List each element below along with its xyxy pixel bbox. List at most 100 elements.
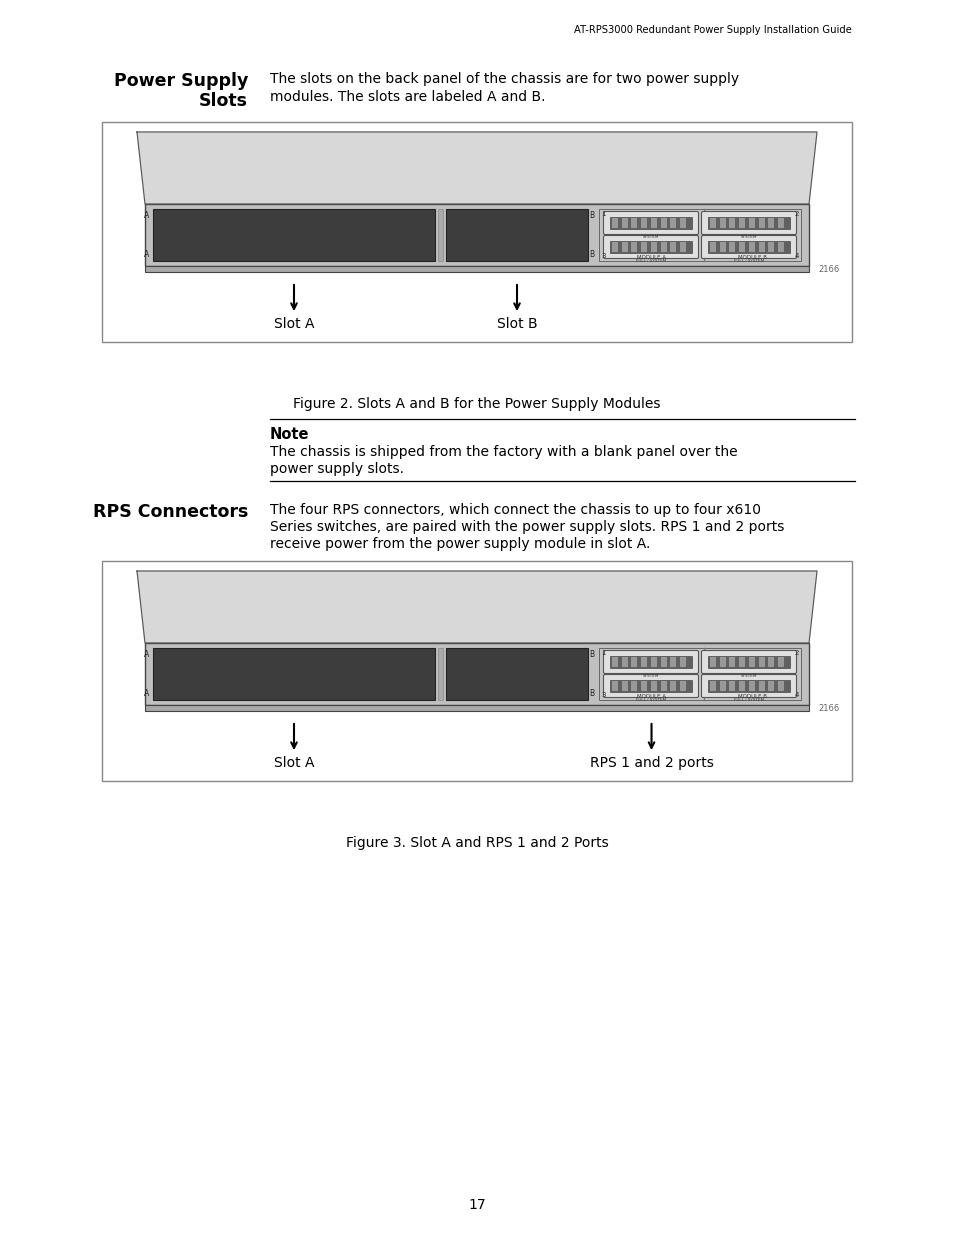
Text: 3: 3 — [600, 253, 605, 259]
Bar — [609, 241, 691, 253]
Text: FULL / SYSTEM: FULL / SYSTEM — [636, 259, 665, 263]
Bar — [145, 204, 808, 266]
Text: receive power from the power supply module in slot A.: receive power from the power supply modu… — [270, 537, 650, 551]
Text: 4: 4 — [794, 692, 799, 698]
Bar — [758, 242, 763, 252]
Bar — [446, 648, 587, 700]
Text: 1: 1 — [600, 211, 605, 217]
Text: B: B — [588, 689, 594, 698]
Bar — [709, 219, 715, 228]
Bar — [709, 242, 715, 252]
Bar — [152, 209, 435, 261]
Text: Note: Note — [270, 427, 309, 442]
Bar — [621, 680, 627, 692]
Text: Series switches, are paired with the power supply slots. RPS 1 and 2 ports: Series switches, are paired with the pow… — [270, 520, 783, 534]
Bar — [640, 680, 646, 692]
Text: SYSTEM: SYSTEM — [740, 235, 757, 240]
Bar — [679, 680, 685, 692]
Bar — [719, 680, 725, 692]
Bar — [758, 657, 763, 667]
Text: MODULE A: MODULE A — [637, 694, 665, 699]
Bar — [679, 657, 685, 667]
Text: A: A — [144, 689, 149, 698]
Text: 1: 1 — [600, 650, 605, 656]
Bar — [650, 657, 657, 667]
Bar — [640, 242, 646, 252]
Text: The four RPS connectors, which connect the chassis to up to four x610: The four RPS connectors, which connect t… — [270, 503, 760, 517]
Text: 4: 4 — [794, 253, 799, 259]
Bar — [612, 680, 618, 692]
Text: 2166: 2166 — [818, 704, 840, 713]
Bar — [739, 219, 744, 228]
Bar — [748, 680, 754, 692]
Bar — [612, 657, 618, 667]
Text: A: A — [144, 249, 149, 259]
Bar — [719, 242, 725, 252]
Bar — [729, 657, 735, 667]
FancyBboxPatch shape — [700, 674, 796, 698]
Text: SYSTEM: SYSTEM — [740, 674, 757, 678]
Text: A: A — [144, 650, 149, 659]
Bar — [748, 242, 754, 252]
Bar — [707, 217, 789, 228]
Bar — [758, 680, 763, 692]
FancyBboxPatch shape — [700, 211, 796, 235]
Text: MODULE B: MODULE B — [738, 254, 766, 261]
Bar — [778, 657, 783, 667]
Bar — [609, 217, 691, 228]
Text: Figure 3. Slot A and RPS 1 and 2 Ports: Figure 3. Slot A and RPS 1 and 2 Ports — [345, 836, 608, 850]
Bar — [707, 241, 789, 253]
Bar — [719, 219, 725, 228]
Text: 2: 2 — [794, 650, 799, 656]
Bar — [612, 242, 618, 252]
Bar — [670, 657, 676, 667]
Text: Slots: Slots — [199, 91, 248, 110]
FancyBboxPatch shape — [603, 236, 698, 258]
Text: The slots on the back panel of the chassis are for two power supply: The slots on the back panel of the chass… — [270, 72, 739, 86]
Bar — [437, 648, 442, 700]
Bar — [446, 209, 587, 261]
Text: A: A — [144, 211, 149, 220]
Bar — [640, 219, 646, 228]
Polygon shape — [137, 132, 816, 204]
Text: MODULE B: MODULE B — [738, 694, 766, 699]
Bar — [660, 680, 666, 692]
Bar — [631, 219, 637, 228]
Bar — [768, 242, 774, 252]
FancyBboxPatch shape — [700, 236, 796, 258]
Bar — [598, 209, 801, 261]
Bar — [707, 656, 789, 668]
Bar — [145, 266, 808, 272]
Bar — [650, 242, 657, 252]
Text: Slot A: Slot A — [274, 317, 314, 331]
Bar — [609, 656, 691, 668]
Bar — [609, 680, 691, 692]
Text: 3: 3 — [600, 692, 605, 698]
Bar — [778, 680, 783, 692]
Text: Power Supply: Power Supply — [113, 72, 248, 90]
Bar — [739, 657, 744, 667]
Text: RPS Connectors: RPS Connectors — [92, 503, 248, 521]
Text: FULL / SYSTEM: FULL / SYSTEM — [636, 698, 665, 701]
Polygon shape — [137, 571, 816, 643]
Text: Figure 2. Slots A and B for the Power Supply Modules: Figure 2. Slots A and B for the Power Su… — [293, 396, 660, 411]
Bar — [145, 705, 808, 711]
Bar — [598, 648, 801, 700]
Text: AT-RPS3000 Redundant Power Supply Installation Guide: AT-RPS3000 Redundant Power Supply Instal… — [574, 25, 851, 35]
Bar — [631, 680, 637, 692]
Bar — [102, 561, 851, 781]
Bar — [640, 657, 646, 667]
Bar — [719, 657, 725, 667]
Bar — [631, 242, 637, 252]
Bar — [660, 657, 666, 667]
Text: Slot B: Slot B — [497, 317, 537, 331]
Text: Slot A: Slot A — [274, 756, 314, 769]
Bar — [612, 219, 618, 228]
Bar — [739, 680, 744, 692]
Bar — [670, 242, 676, 252]
FancyBboxPatch shape — [700, 651, 796, 673]
Bar — [707, 680, 789, 692]
Bar — [152, 648, 435, 700]
Text: FULL / SYSTEM: FULL / SYSTEM — [733, 698, 763, 701]
Bar — [621, 242, 627, 252]
